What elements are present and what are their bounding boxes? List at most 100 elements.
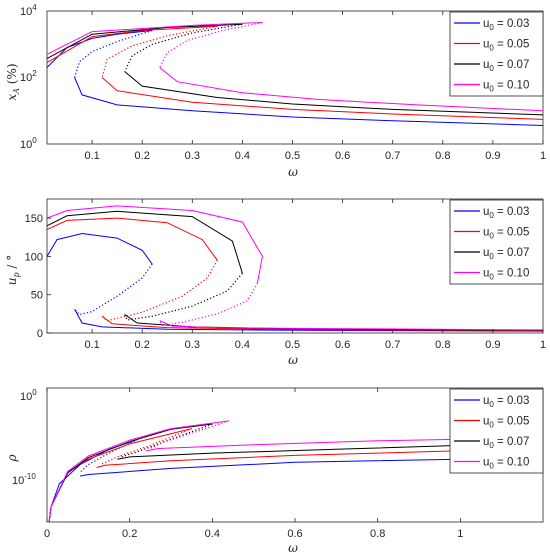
x-tick-label-top-0.1: 0.1 — [84, 150, 99, 162]
series-top-u0010-lower-branch — [159, 67, 544, 112]
legend-box-bottom — [449, 388, 544, 474]
x-tick-label-top-0.5: 0.5 — [285, 150, 300, 162]
y-axis-label-bottom: ρ — [5, 454, 19, 462]
x-tick-label-middle-0.9: 0.9 — [485, 339, 500, 351]
y-tick-label-middle-0: 0 — [37, 328, 43, 340]
x-tick-label-middle-0.1: 0.1 — [84, 339, 99, 351]
x-tick-label-bottom-1: 1 — [457, 528, 463, 540]
x-tick-label-bottom-0.8: 0.8 — [370, 528, 385, 540]
x-axis-label-top: ω — [288, 165, 298, 179]
series-top-u0007-lower-branch — [124, 71, 544, 116]
series-middle-u0005-lower-branch — [101, 315, 544, 332]
x-tick-label-top-0.4: 0.4 — [235, 150, 250, 162]
legend-label-top-u007: u0 = 0.07 — [483, 59, 529, 73]
series-middle-u0010-upper-branch — [46, 205, 263, 284]
x-tick-label-top-0.8: 0.8 — [435, 150, 450, 162]
x-tick-label-bottom-0.2: 0.2 — [122, 528, 137, 540]
series-top-u0007-unstable-branch — [124, 23, 243, 72]
x-ticks-middle: 0.1 0.2 0.3 0.4 0.5 0.6 0.7 0.8 0.9 1 — [84, 199, 546, 351]
series-group-top — [46, 21, 544, 126]
series-bottom-u0007-lower-branch — [117, 444, 461, 460]
x-tick-label-top-0.7: 0.7 — [385, 150, 400, 162]
series-bottom-u0007-unstable-branch — [121, 423, 213, 458]
legend-label-bottom-u007: u0 = 0.07 — [483, 436, 529, 450]
series-bottom-u0003-unstable-branch — [79, 438, 139, 473]
y-axis-label-middle: up / ° — [5, 255, 21, 286]
legend-label-top-u003: u0 = 0.03 — [483, 18, 529, 32]
x-tick-label-middle-1: 1 — [540, 339, 546, 351]
panel-middle: 0.1 0.2 0.3 0.4 0.5 0.6 0.7 0.8 0.9 1 0 50 100 150 ω… — [5, 198, 546, 367]
y-tick-label-middle-100: 100 — [25, 251, 43, 263]
y-axis-label-top: xA (%) — [5, 63, 21, 100]
x-axis-label-middle: ω — [288, 353, 298, 367]
y-ticks-top: 100 102 104 — [20, 3, 37, 151]
y-ticks-middle: 0 50 100 150 — [25, 213, 51, 340]
series-middle-u0003-upper-branch — [46, 232, 153, 265]
series-middle-u0007-upper-branch — [46, 210, 243, 274]
series-bottom-u0003-upper-branch — [48, 438, 139, 523]
series-top-u0003-upper-branch — [46, 30, 153, 68]
series-bottom-u0003-lower-branch — [80, 458, 461, 477]
series-middle-u0010-unstable-branch — [159, 282, 258, 326]
x-tick-label-middle-0.5: 0.5 — [285, 339, 300, 351]
series-bottom-u0005-lower-branch — [96, 450, 461, 469]
legend-label-middle-u003: u0 = 0.03 — [483, 206, 529, 220]
legend-label-bottom-u010: u0 = 0.10 — [483, 457, 529, 471]
legend-middle: u0 = 0.03 u0 = 0.05 u0 = 0.07 u0 = 0.10 — [449, 199, 544, 285]
legend-label-top-u010: u0 = 0.10 — [483, 80, 529, 94]
x-axis-label-bottom: ω — [288, 541, 298, 555]
x-tick-label-middle-0.7: 0.7 — [385, 339, 400, 351]
legend-box-top — [449, 11, 544, 97]
x-tick-label-top-1: 1 — [540, 150, 546, 162]
series-bottom-u0005-unstable-branch — [100, 428, 192, 466]
x-tick-label-bottom-0.4: 0.4 — [205, 528, 220, 540]
series-bottom-u0007-upper-branch — [48, 423, 213, 523]
legend-bottom: u0 = 0.03 u0 = 0.05 u0 = 0.07 u0 = 0.10 — [449, 388, 544, 474]
x-tick-label-middle-0.2: 0.2 — [135, 339, 150, 351]
y-tick-label-middle-150: 150 — [25, 213, 43, 225]
series-top-u0003-unstable-branch — [74, 29, 153, 78]
x-tick-label-middle-0.4: 0.4 — [235, 339, 250, 351]
series-top-u0010-upper-branch — [46, 22, 263, 55]
series-top-u0010-unstable-branch — [159, 21, 263, 68]
y-tick-label-top-4: 104 — [20, 3, 37, 18]
legend-label-bottom-u005: u0 = 0.05 — [483, 416, 529, 430]
y-ticks-bottom: 10-10 100 — [12, 388, 37, 487]
series-middle-u0005-unstable-branch — [101, 260, 218, 322]
legend-label-middle-u005: u0 = 0.05 — [483, 227, 529, 241]
y-tick-label-top-0: 100 — [20, 136, 37, 151]
x-tick-label-top-0.9: 0.9 — [485, 150, 500, 162]
series-bottom-u0005-upper-branch — [48, 428, 192, 523]
y-tick-label-top-2: 102 — [20, 69, 37, 84]
legend-label-bottom-u003: u0 = 0.03 — [483, 395, 529, 409]
series-bottom-u0010-upper-branch — [48, 420, 229, 523]
x-ticks-top: 0.1 0.2 0.3 0.4 0.5 0.6 0.7 0.8 0.9 1 — [84, 11, 546, 162]
legend-label-top-u005: u0 = 0.05 — [483, 39, 529, 53]
legend-box-middle — [449, 199, 544, 285]
series-group-bottom — [48, 420, 461, 523]
x-tick-label-middle-0.8: 0.8 — [435, 339, 450, 351]
series-middle-u0003-lower-branch — [74, 309, 544, 332]
series-top-u0007-upper-branch — [46, 23, 243, 60]
legend-top: u0 = 0.03 u0 = 0.05 u0 = 0.07 u0 = 0.10 — [449, 11, 544, 97]
series-bottom-u0010-lower-branch — [146, 438, 461, 452]
series-middle-u0007-unstable-branch — [124, 272, 243, 321]
series-bottom-u0010-unstable-branch — [150, 420, 230, 450]
y-tick-label-middle-50: 50 — [31, 290, 43, 302]
x-tick-label-middle-0.6: 0.6 — [335, 339, 350, 351]
x-ticks-bottom: 0 0.2 0.4 0.6 0.8 1 — [44, 388, 463, 540]
series-middle-u0005-upper-branch — [46, 217, 218, 261]
legend-label-middle-u010: u0 = 0.10 — [483, 268, 529, 282]
legend-label-middle-u007: u0 = 0.07 — [483, 247, 529, 261]
x-tick-label-middle-0.3: 0.3 — [185, 339, 200, 351]
series-top-u0005-lower-branch — [101, 77, 544, 120]
panel-top: 0.1 0.2 0.3 0.4 0.5 0.6 0.7 0.8 0.9 1 100 102 104… — [5, 3, 546, 179]
y-tick-label-bottom-0: 100 — [20, 388, 37, 403]
series-group-middle — [46, 205, 544, 332]
x-tick-label-top-0.6: 0.6 — [335, 150, 350, 162]
x-tick-label-bottom-0: 0 — [44, 528, 50, 540]
x-tick-label-top-0.2: 0.2 — [135, 150, 150, 162]
series-middle-u0010-lower-branch — [159, 320, 544, 331]
series-top-u0005-unstable-branch — [101, 25, 218, 78]
